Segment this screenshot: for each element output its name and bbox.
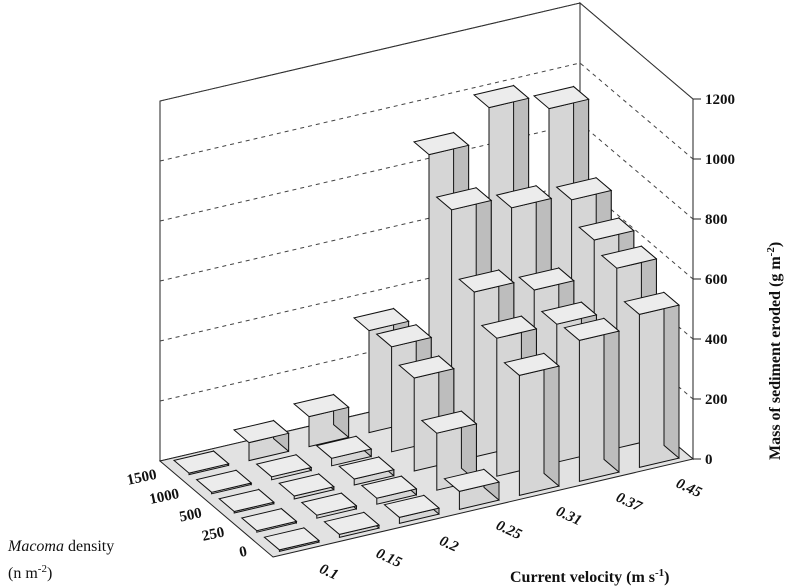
bar <box>503 352 561 497</box>
bar-top <box>323 511 381 535</box>
bar-top <box>300 492 358 516</box>
bar-top <box>623 291 681 315</box>
bar-top <box>398 355 455 379</box>
bar-top <box>360 475 418 499</box>
bar <box>360 475 418 505</box>
bar-top <box>278 473 335 497</box>
bar-top <box>255 454 313 478</box>
bar <box>218 488 275 514</box>
bar-top <box>218 488 275 513</box>
depth-tick-label: 500 <box>178 505 203 525</box>
bar <box>315 435 373 467</box>
bar-top <box>472 85 530 109</box>
bar-top <box>495 185 553 209</box>
x-tick-label: 0.2 <box>437 533 461 556</box>
bar-side <box>543 352 560 488</box>
bar <box>255 453 313 481</box>
bar <box>278 472 335 500</box>
bar-top <box>435 187 493 211</box>
bar-top <box>532 86 590 110</box>
x-axis-label: Current velocity (m s-1) <box>510 567 670 586</box>
bar-top <box>292 394 350 418</box>
bar-top <box>232 420 290 444</box>
x-tick-label: 0.37 <box>613 490 644 516</box>
bar <box>323 511 381 539</box>
bar-top <box>375 324 433 348</box>
bar <box>383 494 441 525</box>
bar <box>300 492 358 519</box>
depth-axis-label: Macoma density <box>7 538 114 555</box>
bar-top <box>195 469 253 493</box>
bar-top <box>172 450 230 474</box>
bar-top <box>420 410 478 434</box>
z-tick-label: 1000 <box>705 152 735 168</box>
bar-top <box>458 269 515 293</box>
bar <box>623 291 681 469</box>
bars <box>172 84 681 553</box>
z-tick-label: 400 <box>705 332 728 348</box>
x-tick-label: 0.15 <box>373 546 404 572</box>
z-tick-label: 1200 <box>705 92 735 108</box>
depth-tick-label: 1500 <box>125 467 158 489</box>
bar-top <box>263 527 321 551</box>
bar-top <box>600 245 658 269</box>
bar <box>263 526 321 553</box>
bar-top <box>240 508 298 532</box>
z-axis-label: Mass of sediment eroded (g m-2) <box>765 242 784 460</box>
bar-top <box>563 317 621 341</box>
z-tick-label: 0 <box>705 452 713 468</box>
bar-top <box>540 301 598 325</box>
bar <box>172 450 230 476</box>
bar-top <box>315 435 373 459</box>
bar <box>232 419 290 462</box>
depth-axis-unit: (n m-2) <box>8 563 52 582</box>
depth-tick-label: 1000 <box>148 486 181 508</box>
x-tick-label: 0.25 <box>493 518 524 544</box>
bar-top <box>383 494 441 518</box>
bar <box>292 393 350 448</box>
depth-tick-label: 250 <box>201 524 226 544</box>
bar <box>195 469 253 495</box>
bar-side <box>663 291 680 460</box>
gridline <box>159 2 694 102</box>
bar-top <box>480 315 538 339</box>
z-tick-label: 800 <box>705 212 728 228</box>
bar-top <box>443 468 501 492</box>
z-axis-ticks: 0 200 400 600 800 1000 1200 <box>693 92 735 468</box>
depth-tick-label: 0 <box>238 544 249 561</box>
x-tick-label: 0.31 <box>553 504 584 530</box>
bar-side <box>603 317 620 474</box>
x-tick-label: 0.1 <box>317 561 341 583</box>
bar-top <box>518 267 575 291</box>
bar <box>240 507 298 533</box>
bar <box>563 317 621 483</box>
bar-top <box>352 308 410 332</box>
x-tick-label: 0.45 <box>673 476 704 502</box>
bar-top <box>555 177 613 201</box>
z-tick-label: 600 <box>705 272 728 288</box>
z-tick-label: 200 <box>705 392 728 408</box>
bar-top <box>503 352 561 376</box>
bar-top <box>578 217 635 241</box>
gridline <box>159 122 694 222</box>
bar-top <box>338 456 395 480</box>
bar <box>443 468 501 511</box>
bar <box>338 455 395 486</box>
bar-top <box>412 132 470 156</box>
gridline <box>159 182 694 282</box>
gridline <box>159 62 694 162</box>
